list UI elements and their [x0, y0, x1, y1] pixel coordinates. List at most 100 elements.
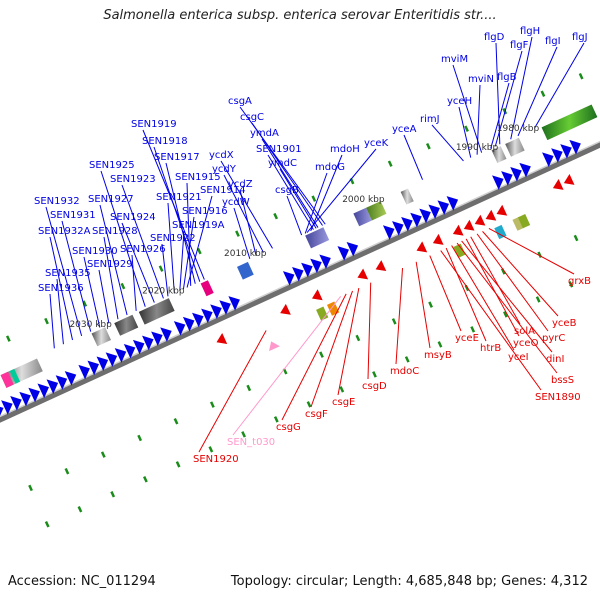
forward-gene-label: SEN1919 [131, 119, 177, 130]
forward-leader-line [98, 269, 110, 324]
forward-leader-line [431, 124, 464, 162]
reverse-feature-block [512, 216, 525, 231]
forward-gene-label: ymdA [250, 128, 279, 139]
forward-gene-arrow [560, 144, 572, 159]
forward-gene-arrow [542, 152, 554, 167]
reverse-gene-arrow [485, 209, 497, 221]
gc-skew-mark [175, 461, 181, 468]
gc-skew-mark [208, 446, 214, 453]
gc-skew-mark [470, 326, 476, 333]
homology-block [91, 327, 112, 347]
forward-gene-label: yceA [392, 124, 417, 135]
forward-gene-label: ycdY [212, 164, 237, 175]
gc-skew-mark [28, 484, 33, 492]
forward-leader-line [121, 222, 155, 303]
forward-leader-line [517, 46, 558, 137]
forward-gene-arrow [123, 343, 136, 359]
forward-leader-line [131, 254, 137, 311]
homology-block [541, 104, 598, 141]
gc-skew-mark [464, 125, 469, 132]
reverse-gene-label: csgD [362, 381, 387, 392]
forward-leader-line [45, 206, 83, 336]
forward-gene-label: SEN1926 [120, 244, 166, 255]
forward-gene-label: csgC [240, 112, 264, 123]
reverse-gene-label: dinI [546, 354, 564, 365]
gc-skew-mark [120, 282, 126, 290]
forward-leader-line [153, 146, 201, 282]
forward-gene-arrow [401, 216, 413, 232]
feature-blocks [0, 104, 598, 388]
forward-leader-line [510, 36, 533, 140]
homology-block [366, 201, 387, 221]
forward-leader-line [233, 207, 251, 259]
forward-gene-label: flgH [520, 26, 540, 37]
forward-gene-arrow [419, 208, 431, 224]
homology-block [491, 146, 507, 163]
gc-skew-mark [273, 416, 279, 423]
reverse-gene-arrow [452, 224, 464, 236]
gc-skew-mark [387, 160, 393, 167]
gc-skew-mark [311, 195, 317, 202]
gc-skew-mark [372, 371, 377, 378]
reverse-leader-line [476, 233, 549, 332]
kbp-ticks: 1980 kbp 1990 kbp 2000 kbp 2010 kbp 2020 kbp… [69, 124, 539, 330]
forward-gene-label: ycdZ [228, 179, 253, 190]
reverse-gene-label: SEN1920 [193, 454, 239, 465]
reverse-gene-arrow [311, 289, 323, 301]
forward-leader-line [49, 293, 55, 349]
homology-block [305, 227, 330, 249]
homology-block [353, 207, 372, 227]
forward-gene-arrow [55, 375, 68, 390]
reverse-gene-arrow [552, 178, 564, 190]
forward-gene-arrow [132, 339, 145, 355]
reverse-leader-line [461, 240, 553, 353]
gc-skew-mark [209, 401, 215, 408]
forward-gene-arrow [182, 316, 195, 332]
gc-skew-mark [437, 341, 443, 348]
forward-gene-arrow [437, 200, 450, 215]
reverse-feature-block [453, 243, 466, 258]
gc-skew-mark [64, 468, 70, 475]
forward-leader-line [161, 243, 169, 297]
reverse-leader-line [445, 247, 487, 342]
reverse-leader-line [395, 268, 404, 365]
forward-leader-line [306, 148, 377, 233]
forward-gene-label: yceK [364, 138, 389, 149]
forward-gene-label: SEN1918 [142, 136, 188, 147]
forward-gene-arrow [0, 406, 4, 416]
reverse-gene-arrow [432, 233, 444, 245]
forward-leader-line [61, 220, 92, 332]
reverse-feature-block [316, 306, 329, 321]
forward-gene-label: flgJ [572, 32, 588, 43]
homology-block [0, 371, 14, 388]
forward-gene-arrow [519, 162, 531, 178]
reverse-gene-label: yceO [513, 338, 539, 349]
forward-gene-label: SEN1928 [92, 226, 138, 237]
reverse-leader-line [337, 287, 360, 396]
forward-gene-label: SEN1931 [50, 210, 96, 221]
forward-gene-arrow [337, 246, 350, 261]
kbp-tick-label: 2010 kbp [224, 249, 267, 259]
forward-gene-arrow [173, 321, 186, 336]
reverse-gene-arrow [216, 333, 228, 344]
reverse-gene-label: solA [514, 326, 535, 337]
forward-gene-label: flgI [545, 36, 561, 47]
forward-leader-line [100, 170, 146, 307]
gc-skew-mark [573, 234, 579, 242]
gc-skew-mark [535, 296, 541, 303]
forward-gene-label: SEN1936 [38, 283, 84, 294]
forward-gene-arrow [192, 312, 204, 328]
forward-gene-label: SEN1919A [172, 220, 225, 231]
reverse-leader-line [281, 293, 347, 421]
forward-gene-arrow [292, 266, 304, 282]
reverse-leader-line [310, 290, 353, 408]
reverse-feature-block [326, 301, 340, 316]
reverse-gene-label: grxB [568, 276, 591, 287]
reverse-gene-arrow [357, 268, 369, 280]
reverse-leader-line [470, 236, 521, 325]
reverse-gene-arrow [463, 219, 475, 231]
reverse-leader-line [429, 255, 462, 332]
forward-leader-line [267, 154, 314, 230]
gc-skew-mark [273, 212, 279, 220]
